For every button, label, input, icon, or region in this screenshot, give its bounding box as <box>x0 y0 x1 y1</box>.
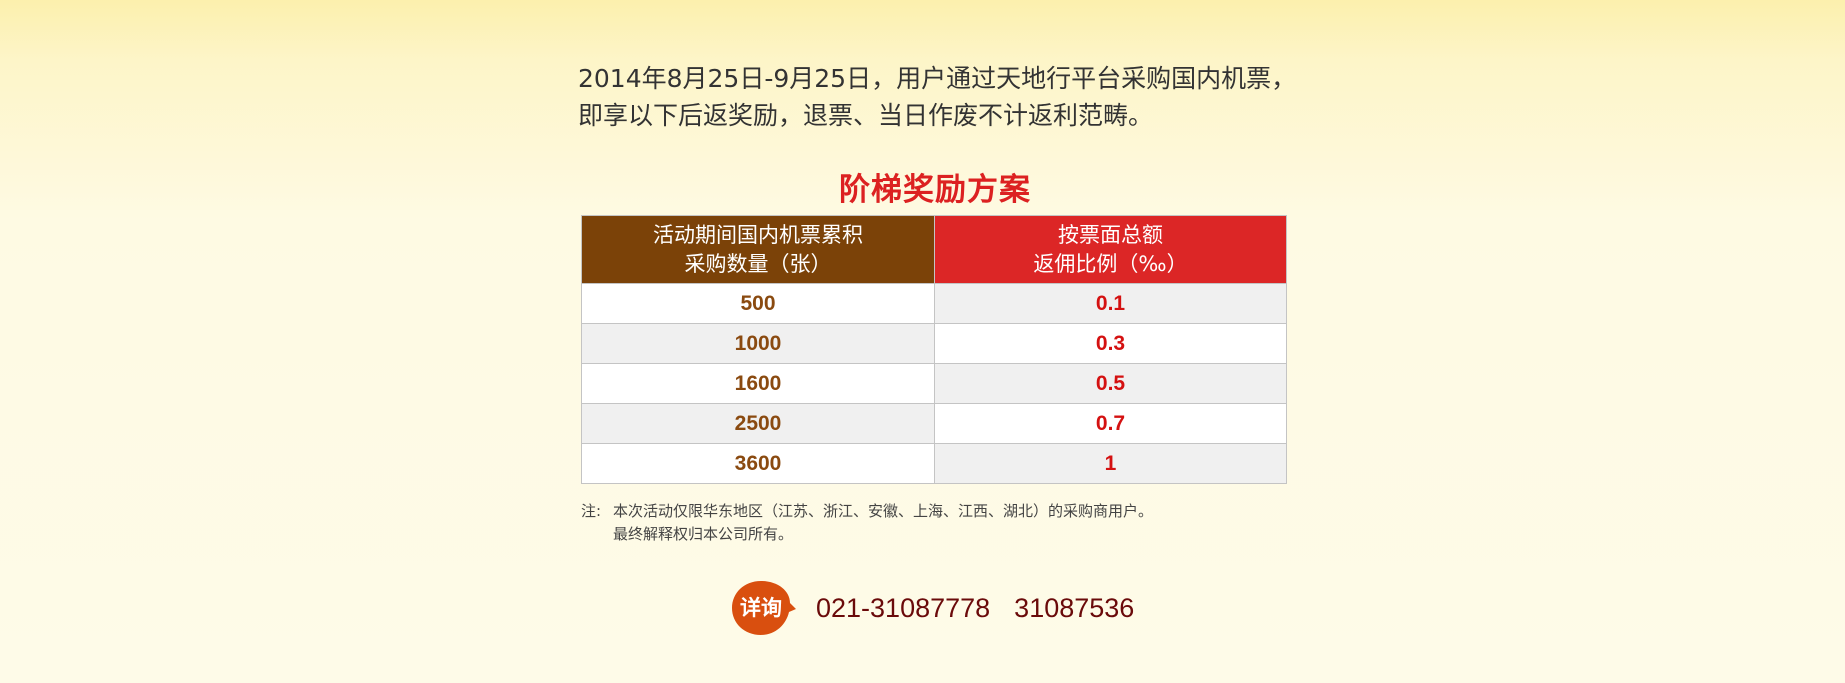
table-row: 2500 0.7 <box>581 403 1287 444</box>
speech-bubble-icon <box>732 581 796 635</box>
header-rate-line-1: 按票面总额 <box>1058 222 1163 247</box>
footnote-line-1: 注: 本次活动仅限华东地区（江苏、浙江、安徽、上海、江西、湖北）的采购商用户。 <box>581 500 1153 523</box>
rate-cell: 0.1 <box>934 283 1287 324</box>
table-row: 500 0.1 <box>581 283 1287 324</box>
quantity-cell: 1000 <box>581 323 935 364</box>
header-quantity: 活动期间国内机票累积 采购数量（张） <box>581 215 935 284</box>
intro-line-1: 2014年8月25日-9月25日，用户通过天地行平台采购国内机票， <box>578 64 1297 93</box>
intro-line-2: 即享以下后返奖励，退票、当日作废不计返利范畴。 <box>578 101 1154 130</box>
quantity-cell: 2500 <box>581 403 935 444</box>
quantity-cell: 1600 <box>581 363 935 404</box>
contact-section: 详询 021-31087778 31087536 <box>730 580 1134 636</box>
footnote-line-2: 最终解释权归本公司所有。 <box>581 523 1153 546</box>
header-rate: 按票面总额 返佣比例（‰） <box>934 215 1287 284</box>
phone-number-primary: 021-31087778 <box>816 592 991 623</box>
header-rate-line-2: 返佣比例（‰） <box>1033 251 1188 276</box>
footnote-text-1: 本次活动仅限华东地区（江苏、浙江、安徽、上海、江西、湖北）的采购商用户。 <box>613 502 1154 520</box>
table-row: 3600 1 <box>581 443 1287 484</box>
inquiry-label: 详询 <box>740 596 782 620</box>
table-row: 1600 0.5 <box>581 363 1287 404</box>
inquiry-badge: 详询 <box>730 581 796 635</box>
rate-cell: 1 <box>934 443 1287 484</box>
table-row: 1000 0.3 <box>581 323 1287 364</box>
footnote: 注: 本次活动仅限华东地区（江苏、浙江、安徽、上海、江西、湖北）的采购商用户。 … <box>581 500 1153 546</box>
rate-cell: 0.3 <box>934 323 1287 364</box>
phone-number-secondary: 31087536 <box>1014 592 1135 623</box>
header-quantity-line-2: 采购数量（张） <box>684 251 832 276</box>
rate-cell: 0.7 <box>934 403 1287 444</box>
footnote-prefix: 注: <box>581 502 602 520</box>
table-header-row: 活动期间国内机票累积 采购数量（张） 按票面总额 返佣比例（‰） <box>581 215 1287 284</box>
intro-text: 2014年8月25日-9月25日，用户通过天地行平台采购国内机票， 即享以下后返… <box>578 60 1338 134</box>
rate-cell: 0.5 <box>934 363 1287 404</box>
quantity-cell: 3600 <box>581 443 935 484</box>
reward-table: 活动期间国内机票累积 采购数量（张） 按票面总额 返佣比例（‰） 500 0.1… <box>581 215 1287 484</box>
header-quantity-line-1: 活动期间国内机票累积 <box>653 222 863 247</box>
plan-title: 阶梯奖励方案 <box>839 172 1031 208</box>
quantity-cell: 500 <box>581 283 935 324</box>
footnote-text-2: 最终解释权归本公司所有。 <box>613 525 794 543</box>
